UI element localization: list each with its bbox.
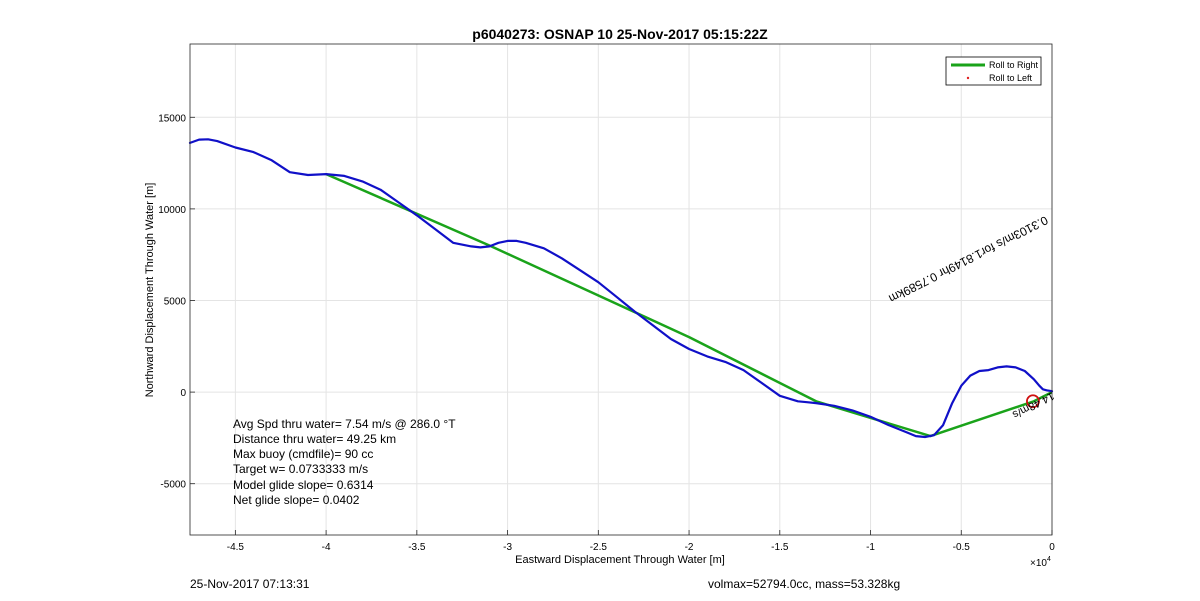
legend-swatch-roll-left (966, 76, 970, 80)
stat-max-buoy: Max buoy (cmdfile)= 90 cc (233, 447, 373, 461)
y-tick-label: 5000 (164, 296, 187, 307)
y-tick-label: 15000 (158, 113, 186, 124)
stat-distance: Distance thru water= 49.25 km (233, 432, 396, 446)
stat-model-glide: Model glide slope= 0.6314 (233, 478, 374, 492)
series-layer (188, 138, 1054, 439)
tick-labels: -4.5 -4 -3.5 -3 -2.5 -2 -1.5 -1 -0.5 0 -5000 0 5000 1… (158, 113, 1055, 553)
y-tick-label: 10000 (158, 205, 186, 216)
x-exponent-power: 4 (1047, 556, 1051, 563)
x-tick-label: -4.5 (227, 542, 245, 553)
plot-axes (189, 43, 1053, 536)
stat-avg-speed: Avg Spd thru water= 7.54 m/s @ 286.0 °T (233, 417, 456, 431)
legend-box (945, 56, 1042, 86)
x-tick-label: -1.5 (771, 542, 789, 553)
x-tick-label: -1 (866, 542, 875, 553)
legend-label-roll-left: Roll to Left (989, 73, 1033, 83)
plot-box (189, 43, 1053, 536)
footer-volmax-mass: volmax=52794.0cc, mass=53.328kg (708, 577, 901, 591)
x-tick-label: -4 (322, 542, 331, 553)
position-marker-circle (1026, 394, 1040, 409)
x-axis-label: Eastward Displacement Through Water [m] (515, 554, 725, 566)
x-tick-label: -3.5 (408, 542, 426, 553)
x-exponent-base: ×10 (1030, 558, 1047, 569)
y-axis-label: Northward Displacement Through Water [m] (144, 183, 156, 398)
legend: Roll to Right Roll to Left (945, 56, 1042, 86)
footer-timestamp: 25-Nov-2017 07:13:31 (190, 577, 310, 591)
x-tick-label: -2.5 (590, 542, 608, 553)
chart-title: p6040273: OSNAP 10 25-Nov-2017 05:15:22Z (472, 26, 768, 42)
overlap-annotation-text: 14.48m/s (1010, 389, 1056, 420)
legend-label-roll-right: Roll to Right (989, 60, 1039, 70)
stat-target-w: Target w= 0.0733333 m/s (233, 462, 368, 476)
x-tick-label: 0 (1049, 542, 1055, 553)
stat-net-glide: Net glide slope= 0.0402 (233, 493, 360, 507)
x-tick-label: -2 (685, 542, 694, 553)
stats-box: Avg Spd thru water= 7.54 m/s @ 286.0 °T … (233, 417, 456, 507)
overlap-annotation: 14.48m/s (1010, 389, 1056, 420)
y-tick-label: -5000 (160, 480, 186, 491)
rotated-annotation: 0.3103m/s for1.8149hr 0.7589km (886, 213, 1050, 306)
y-tick-label: 0 (180, 388, 186, 399)
displacement-track (188, 138, 1054, 439)
x-tick-label: -3 (503, 542, 512, 553)
x-exponent-label: ×104 (1030, 556, 1051, 569)
x-tick-label: -0.5 (953, 542, 971, 553)
annotation-text: 0.3103m/s for1.8149hr 0.7589km (886, 213, 1050, 306)
